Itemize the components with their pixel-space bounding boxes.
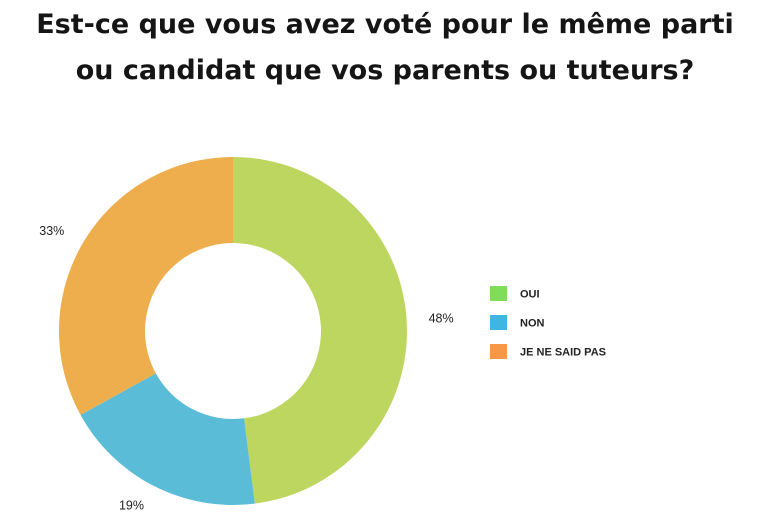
slice-non (80, 373, 255, 506)
legend-label-oui: OUI (520, 289, 540, 301)
donut-slices (59, 157, 407, 506)
slice-labels: 48% 19% 33% (39, 224, 453, 512)
legend: OUI NON JE NE SAID PAS (490, 286, 606, 359)
slice-label-non: 19% (119, 499, 144, 513)
legend-swatch-non (490, 315, 507, 330)
chart-title-line-1: Est-ce que vous avez voté pour le même p… (36, 9, 734, 40)
slice-label-oui: 48% (429, 312, 454, 326)
chart-title-line-2: ou candidat que vos parents ou tuteurs? (75, 55, 695, 86)
legend-swatch-oui (490, 286, 507, 301)
legend-label-je-ne-said-pas: JE NE SAID PAS (520, 347, 606, 359)
slice-label-je-ne-said-pas: 33% (39, 224, 64, 238)
chart-title: Est-ce que vous avez voté pour le même p… (0, 2, 770, 94)
legend-swatch-je-ne-said-pas (490, 344, 507, 359)
slice-je-ne-said-pas (59, 157, 233, 415)
legend-label-non: NON (520, 318, 545, 330)
slice-oui (233, 157, 407, 504)
